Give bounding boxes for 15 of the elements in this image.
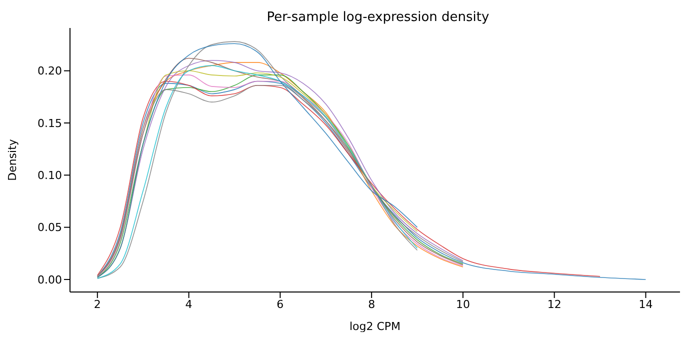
x-tick-label: 8: [368, 298, 376, 311]
x-tick-label: 12: [547, 298, 562, 311]
x-axis-title: log2 CPM: [349, 320, 401, 333]
x-tick-label: 6: [276, 298, 284, 311]
y-tick-label: 0.20: [38, 64, 62, 78]
chart-title: Per-sample log-expression density: [266, 10, 490, 25]
x-tick-label: 14: [638, 298, 653, 311]
y-axis-title: Density: [6, 138, 19, 181]
x-tick-label: 4: [185, 298, 192, 311]
x-tick-label: 2: [94, 298, 101, 311]
y-tick-label: 0.15: [38, 116, 62, 130]
x-tick-label: 10: [456, 298, 470, 311]
y-tick-label: 0.10: [38, 169, 62, 182]
y-tick-label: 0.05: [38, 221, 62, 234]
y-tick-label: 0.00: [38, 273, 62, 286]
